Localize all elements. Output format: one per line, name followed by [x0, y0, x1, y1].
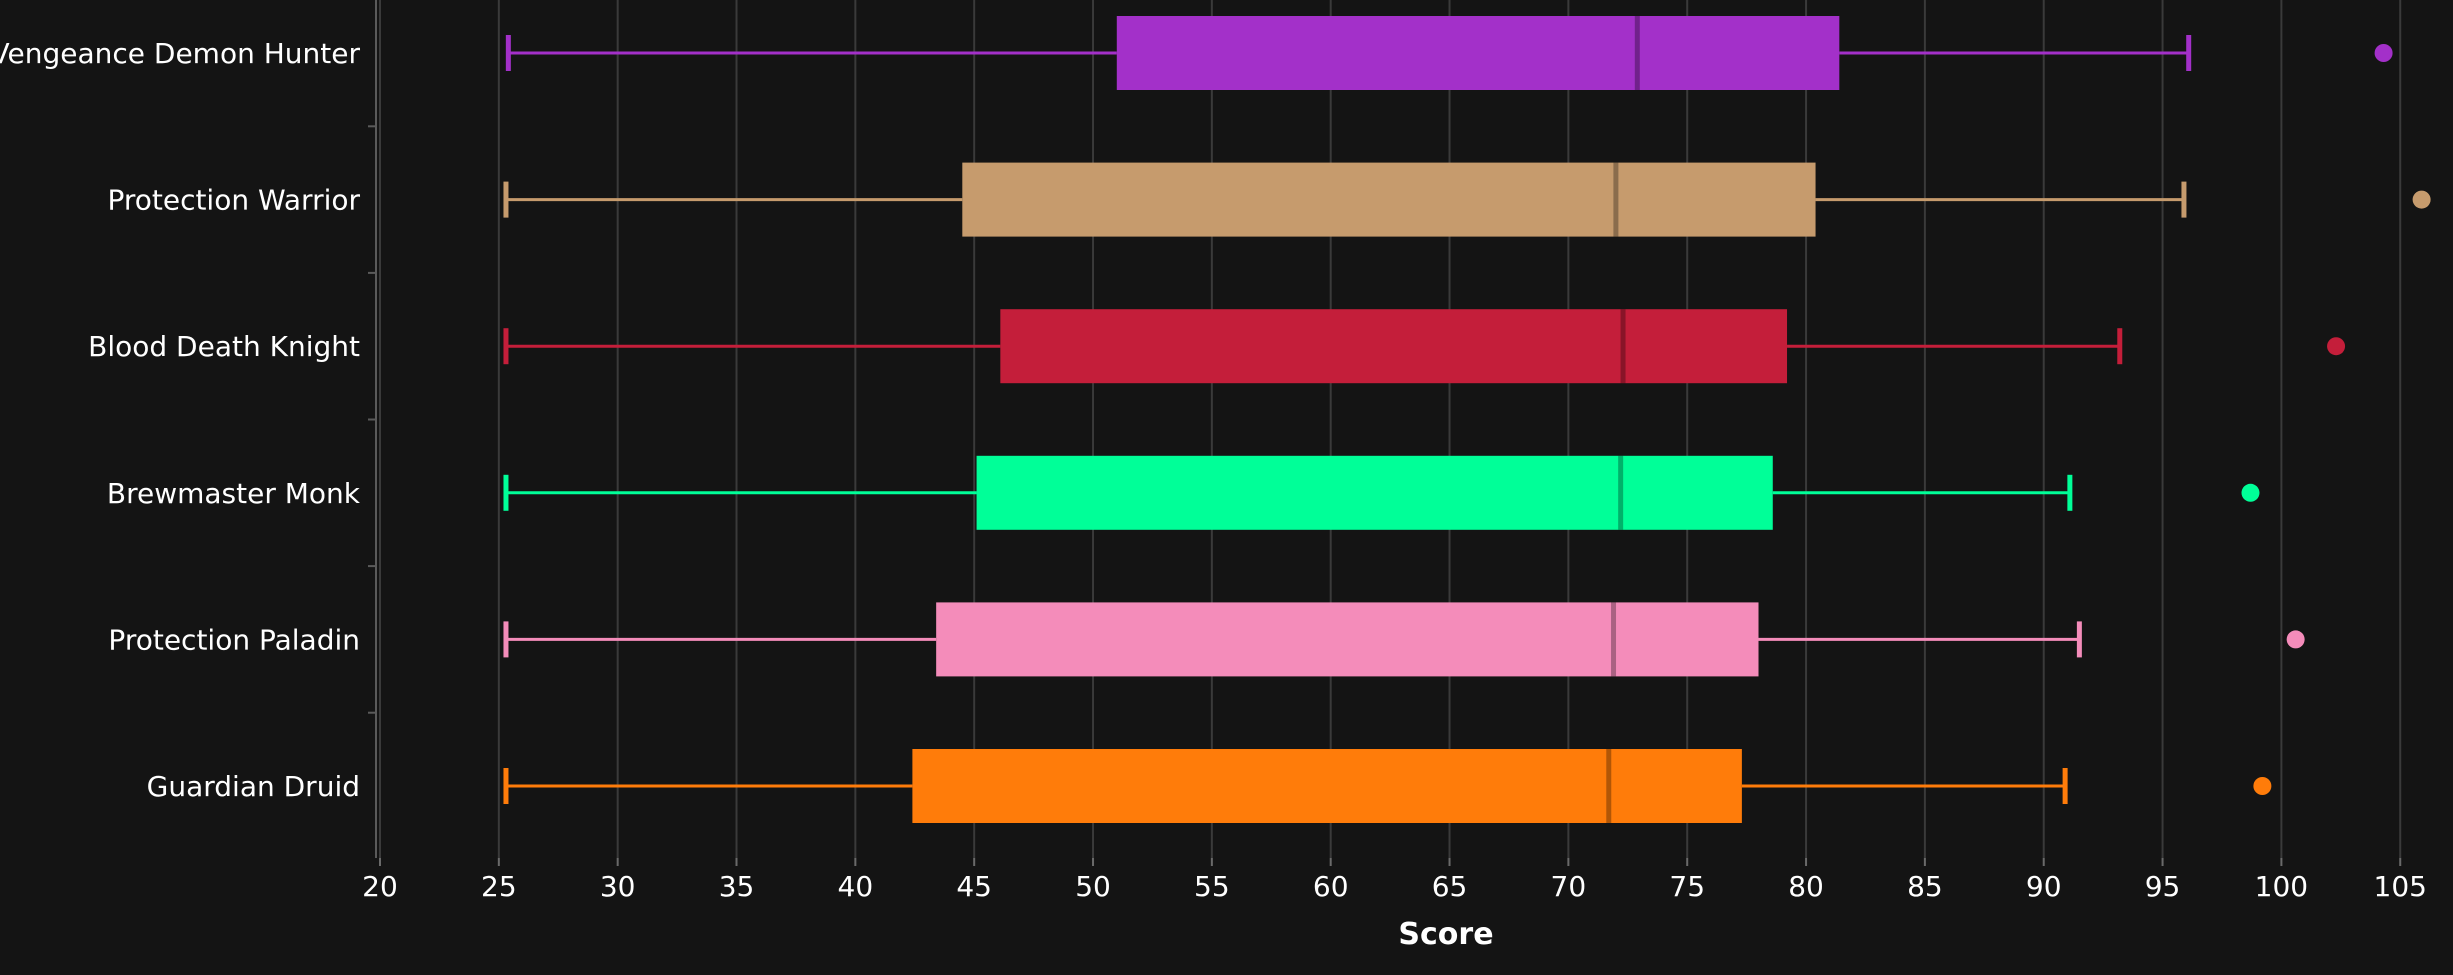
category-label: Brewmaster Monk: [107, 477, 361, 510]
x-tick-label: 25: [481, 870, 517, 903]
x-axis-title: Score: [1398, 917, 1493, 952]
box-group: [503, 309, 2346, 384]
outlier-point: [2412, 190, 2431, 209]
iqr-box: [936, 602, 1759, 677]
category-label: Guardian Druid: [147, 770, 360, 803]
box-group: [503, 602, 2305, 677]
iqr-box: [1000, 309, 1788, 384]
label-layer: Vengeance Demon Hunter Protection Warrior…: [0, 37, 361, 803]
outlier-point: [2327, 337, 2346, 356]
x-tick-label: 100: [2255, 870, 2308, 903]
iqr-box: [912, 749, 1742, 823]
category-label: Vengeance Demon Hunter: [0, 37, 360, 70]
box-group: [503, 455, 2260, 530]
box-group: [503, 749, 2272, 823]
iqr-box: [976, 455, 1773, 530]
x-tick-label: 95: [2145, 870, 2181, 903]
x-tick-label: 20: [362, 870, 398, 903]
outlier-point: [2241, 483, 2260, 502]
x-tick-label: 75: [1669, 870, 1705, 903]
x-tick-label: 60: [1313, 870, 1349, 903]
category-label: Protection Warrior: [107, 184, 360, 217]
category-label: Blood Death Knight: [88, 330, 360, 363]
x-tick-label: 35: [719, 870, 755, 903]
x-tick-label: 50: [1075, 870, 1111, 903]
iqr-box: [962, 162, 1816, 237]
iqr-box: [1116, 16, 1840, 90]
x-tick-label: 70: [1551, 870, 1587, 903]
box-group: [503, 162, 2431, 237]
box-layer: [503, 16, 2431, 823]
x-tick-label: 80: [1788, 870, 1824, 903]
x-tick-label: 55: [1194, 870, 1230, 903]
x-tick-label: 85: [1907, 870, 1943, 903]
outlier-point: [2374, 44, 2393, 62]
x-tick-label: 40: [838, 870, 874, 903]
x-tick-label: 65: [1432, 870, 1468, 903]
category-label: Protection Paladin: [108, 623, 360, 656]
outlier-point: [2286, 630, 2305, 649]
x-tick-label: 45: [956, 870, 992, 903]
grid-layer: [379, 0, 2402, 858]
x-tick-label: 30: [600, 870, 636, 903]
axis-layer: 20 25 30 35 40 45 50 55 60 65 70 75 80 85 90 95 100 105: [362, 0, 2427, 903]
x-tick-label: 90: [2026, 870, 2062, 903]
outlier-point: [2253, 777, 2272, 795]
x-tick-label: 105: [2374, 870, 2427, 903]
box-group: [505, 16, 2393, 90]
